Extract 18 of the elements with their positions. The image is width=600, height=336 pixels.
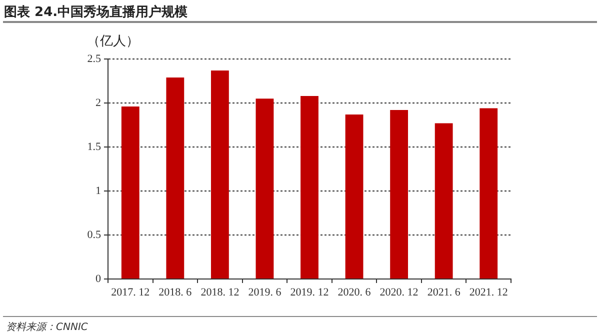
y-tick-label: 0 (96, 272, 102, 285)
x-tick-label: 2017. 12 (111, 286, 150, 298)
y-tick-label: 2 (96, 96, 101, 109)
text: 资料来源：CNNIC (6, 320, 88, 334)
x-tick-label: 2020. 6 (338, 286, 372, 298)
y-tick-label: 2.5 (87, 52, 102, 65)
x-tick-label: 2021. 6 (427, 286, 461, 298)
x-tick-label: 2018. 12 (200, 286, 240, 298)
y-tick-label: 1 (96, 184, 101, 197)
x-tick-label: 2020. 12 (380, 286, 418, 298)
x-tick-label: 2019. 6 (248, 286, 282, 298)
x-tick-label: 2019. 12 (290, 286, 329, 298)
y-tick-label: 1.5 (87, 140, 102, 153)
x-tick-label: 2018. 6 (158, 286, 192, 298)
chart-title: 图表 24.中国秀场直播用户规模 (4, 4, 188, 21)
y-tick-label: 0.5 (87, 228, 102, 241)
y-axis-title: （亿人） (86, 33, 140, 50)
x-tick-label: 2021. 12 (469, 286, 508, 298)
